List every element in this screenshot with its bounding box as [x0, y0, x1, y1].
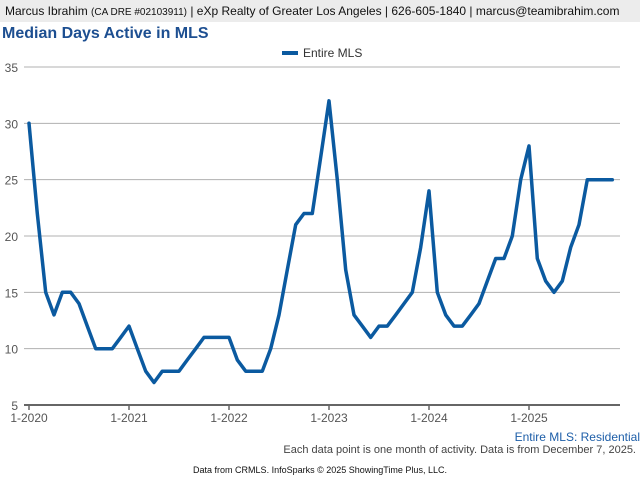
data-point — [228, 336, 230, 338]
data-point — [261, 370, 263, 372]
y-tick-label: 10 — [5, 343, 19, 357]
data-point — [420, 246, 422, 248]
data-point — [303, 212, 305, 214]
y-tick-label: 5 — [11, 399, 18, 413]
data-point — [170, 370, 172, 372]
data-point — [36, 212, 38, 214]
data-point — [553, 291, 555, 293]
data-point — [353, 314, 355, 316]
data-point — [603, 179, 605, 181]
data-point — [361, 325, 363, 327]
agent-name: Marcus Ibrahim — [5, 4, 88, 18]
x-tick-label: 1-2021 — [110, 411, 148, 425]
data-point — [503, 258, 505, 260]
y-tick-label: 30 — [5, 117, 19, 131]
data-point — [528, 145, 530, 147]
x-tick-label: 1-2024 — [410, 411, 448, 425]
agent-license: (CA DRE #02103911) — [91, 7, 188, 18]
data-point — [545, 280, 547, 282]
data-point — [70, 291, 72, 293]
data-point — [520, 179, 522, 181]
data-point — [295, 224, 297, 226]
data-point — [445, 314, 447, 316]
data-point — [278, 314, 280, 316]
data-point — [195, 348, 197, 350]
data-point — [311, 212, 313, 214]
data-point — [611, 179, 613, 181]
data-point — [595, 179, 597, 181]
data-point — [486, 280, 488, 282]
data-point — [145, 370, 147, 372]
data-point — [203, 336, 205, 338]
data-point — [345, 269, 347, 271]
y-tick-label: 15 — [5, 286, 19, 300]
data-point — [411, 291, 413, 293]
data-point — [86, 325, 88, 327]
data-point — [370, 336, 372, 338]
data-point — [178, 370, 180, 372]
data-point — [428, 190, 430, 192]
data-point — [436, 291, 438, 293]
series-sublabel: Entire MLS: Residential — [514, 430, 640, 444]
data-point — [253, 370, 255, 372]
x-tick-label: 1-2025 — [510, 411, 548, 425]
data-point — [561, 280, 563, 282]
agent-header: Marcus Ibrahim (CA DRE #02103911) | eXp … — [0, 0, 640, 22]
data-point — [120, 336, 122, 338]
x-tick-label: 1-2020 — [10, 411, 48, 425]
agent-contact: | eXp Realty of Greater Los Angeles | 62… — [190, 4, 620, 18]
data-point — [320, 156, 322, 158]
data-point — [136, 348, 138, 350]
footnote: Each data point is one month of activity… — [283, 444, 636, 456]
data-point — [45, 291, 47, 293]
x-tick-label: 1-2022 — [210, 411, 248, 425]
data-point — [28, 122, 30, 124]
data-point — [128, 325, 130, 327]
data-point — [53, 314, 55, 316]
data-point — [286, 269, 288, 271]
data-point — [220, 336, 222, 338]
data-point — [470, 314, 472, 316]
series-line-entire-mls — [27, 99, 615, 385]
data-point — [378, 325, 380, 327]
data-point — [245, 370, 247, 372]
data-point — [578, 224, 580, 226]
data-point — [453, 325, 455, 327]
data-point — [103, 348, 105, 350]
x-tick-label: 1-2023 — [310, 411, 348, 425]
data-point — [536, 258, 538, 260]
data-point — [211, 336, 213, 338]
data-point — [111, 348, 113, 350]
credit: Data from CRMLS. InfoSparks © 2025 Showi… — [193, 465, 447, 475]
data-point — [236, 359, 238, 361]
data-point — [161, 370, 163, 372]
data-point — [386, 325, 388, 327]
data-point — [570, 246, 572, 248]
data-point — [461, 325, 463, 327]
chart-title: Median Days Active in MLS — [2, 25, 209, 42]
data-point — [270, 348, 272, 350]
data-point — [495, 258, 497, 260]
y-tick-label: 20 — [5, 230, 19, 244]
y-tick-label: 25 — [5, 174, 19, 188]
data-point — [403, 303, 405, 305]
data-point — [586, 179, 588, 181]
data-point — [395, 314, 397, 316]
data-point — [61, 291, 63, 293]
data-point — [95, 348, 97, 350]
data-point — [511, 235, 513, 237]
data-point — [336, 179, 338, 181]
data-point — [328, 100, 330, 102]
data-point — [78, 303, 80, 305]
data-point — [186, 359, 188, 361]
data-point — [478, 303, 480, 305]
data-point — [153, 381, 155, 383]
y-tick-label: 35 — [5, 61, 19, 75]
legend-label: Entire MLS — [303, 46, 362, 60]
